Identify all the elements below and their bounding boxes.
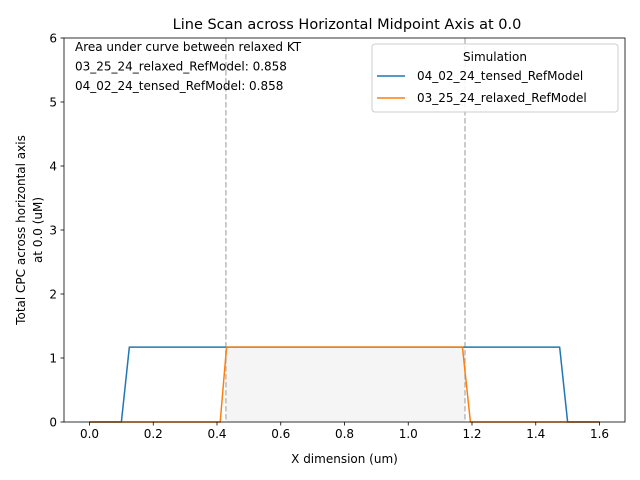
y-tick-label: 3 [49,224,57,238]
legend-title: Simulation [463,50,527,64]
x-tick-label: 1.6 [590,427,609,441]
y-tick-label: 6 [49,32,57,46]
x-tick-label: 0.0 [80,427,99,441]
annotation-line-3: 04_02_24_tensed_RefModel: 0.858 [75,79,283,93]
legend-box [371,43,619,113]
y-tick-label: 0 [49,416,57,430]
y-tick-label: 2 [49,288,57,302]
x-tick-label: 1.4 [526,427,545,441]
y-tick-label: 5 [49,96,57,110]
y-axis-label-line-2: at 0.0 (uM) [31,197,45,263]
y-tick-label: 1 [49,352,57,366]
x-tick-label: 0.8 [335,427,354,441]
x-tick-label: 0.6 [271,427,290,441]
x-axis-label: X dimension (um) [291,452,398,466]
legend-label-1: 04_02_24_tensed_RefModel [417,69,583,83]
legend-label-2: 03_25_24_relaxed_RefModel [417,91,587,105]
x-tick-label: 0.2 [144,427,163,441]
y-tick-label: 4 [49,160,57,174]
y-axis-label-line-1: Total CPC across horizontal axis [14,135,28,326]
x-tick-label: 1.2 [462,427,481,441]
annotation-line-1: Area under curve between relaxed KT [75,40,302,54]
shaded-area [225,347,465,422]
x-tick-label: 0.4 [207,427,226,441]
x-tick-label: 1.0 [399,427,418,441]
chart-title: Line Scan across Horizontal Midpoint Axi… [173,17,522,33]
annotation-line-2: 03_25_24_relaxed_RefModel: 0.858 [75,60,287,74]
